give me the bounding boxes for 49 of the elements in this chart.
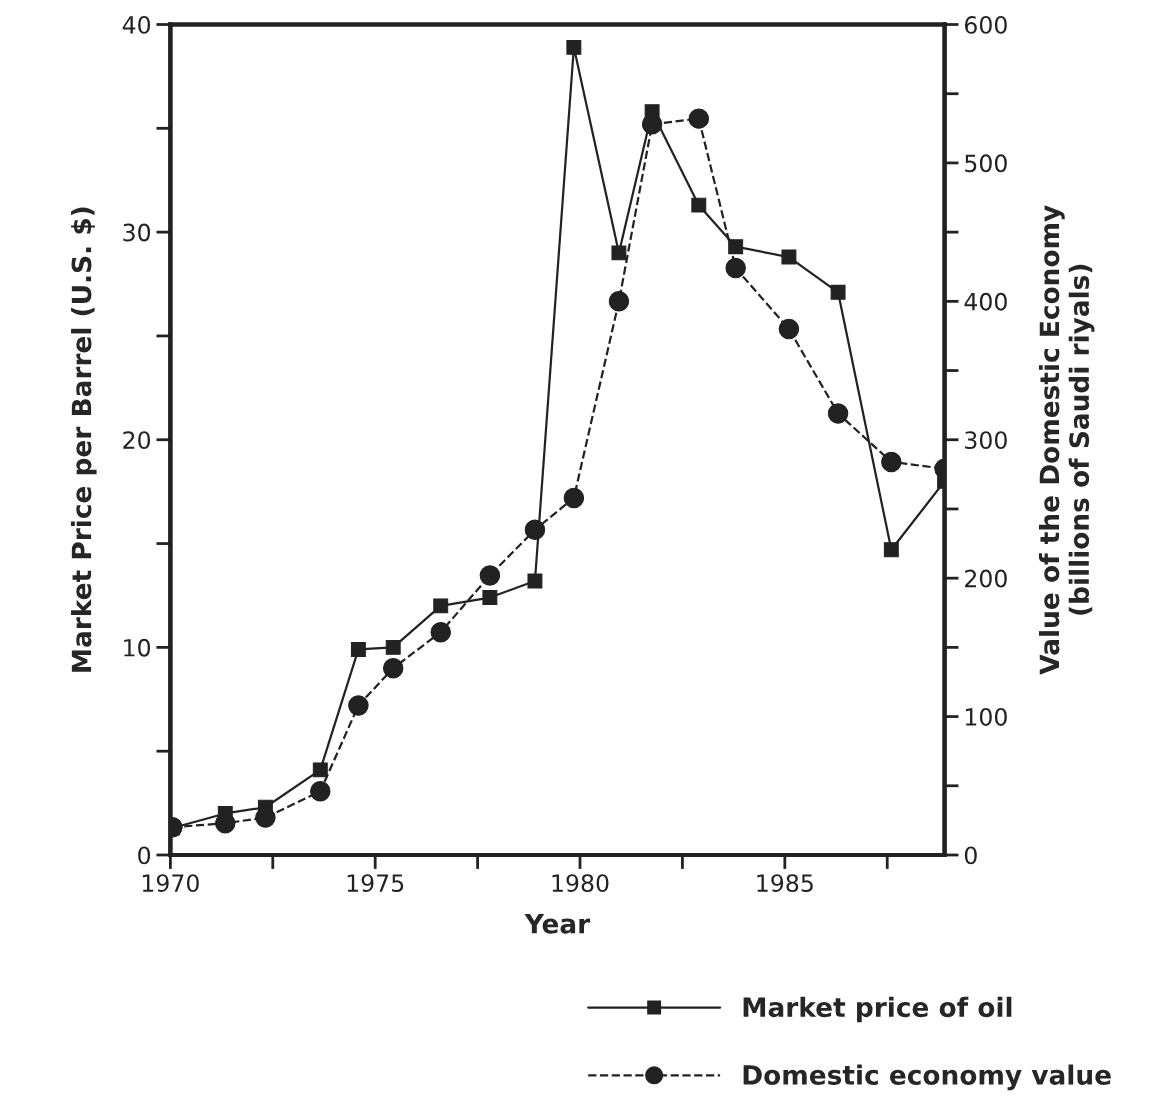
- point: [479, 565, 501, 586]
- point: [566, 39, 582, 55]
- point: [433, 598, 449, 614]
- point: [348, 695, 369, 716]
- y2-axis-title: Value of the Domestic Economy (billions of Saudi riyals): [1038, 205, 1095, 675]
- point: [728, 239, 744, 255]
- point: [830, 284, 846, 300]
- y2-tick-label: 200: [965, 569, 1007, 588]
- y2-tick-label: 400: [964, 292, 1007, 311]
- point: [688, 108, 710, 129]
- point: [255, 807, 276, 828]
- point: [778, 318, 800, 340]
- point: [883, 542, 899, 558]
- point: [611, 245, 627, 261]
- y2-tick-label: 100: [965, 708, 1007, 726]
- point: [385, 639, 401, 655]
- y-tick-label: 40: [122, 15, 151, 34]
- point: [641, 113, 663, 135]
- point: [725, 257, 746, 279]
- y2-tick-label: 500: [965, 154, 1007, 173]
- y-tick-label: 0: [138, 846, 151, 865]
- y2-tick-label: 0: [964, 846, 977, 865]
- point: [430, 621, 451, 643]
- y-tick-label: 20: [123, 431, 151, 450]
- legend-label: Domestic economy value: [743, 1064, 1111, 1091]
- point: [827, 403, 849, 424]
- point: [524, 519, 546, 540]
- x-axis-title: Year: [524, 914, 591, 934]
- x-tick-label: 1985: [757, 874, 813, 893]
- point: [881, 451, 902, 473]
- point: [563, 487, 585, 509]
- x-tick-label: 1975: [347, 874, 404, 893]
- y-tick-label: 10: [124, 638, 151, 657]
- legend-label: Market price of oil: [743, 996, 1012, 1023]
- y2-tick-label: 300: [965, 431, 1007, 450]
- x-tick-label: 1970: [142, 874, 199, 893]
- point: [310, 781, 331, 802]
- x-tick-label: 1980: [552, 874, 609, 893]
- point: [350, 641, 366, 657]
- point: [781, 249, 797, 265]
- y-tick-label: 30: [123, 223, 151, 242]
- y2-tick-label: 600: [964, 15, 1007, 34]
- point: [312, 762, 328, 778]
- point: [691, 197, 707, 213]
- point: [382, 657, 404, 679]
- y-axis-title: Market Price per Barrel (U.S. $): [71, 207, 97, 672]
- point: [527, 573, 543, 589]
- point: [608, 291, 630, 312]
- point: [482, 590, 498, 606]
